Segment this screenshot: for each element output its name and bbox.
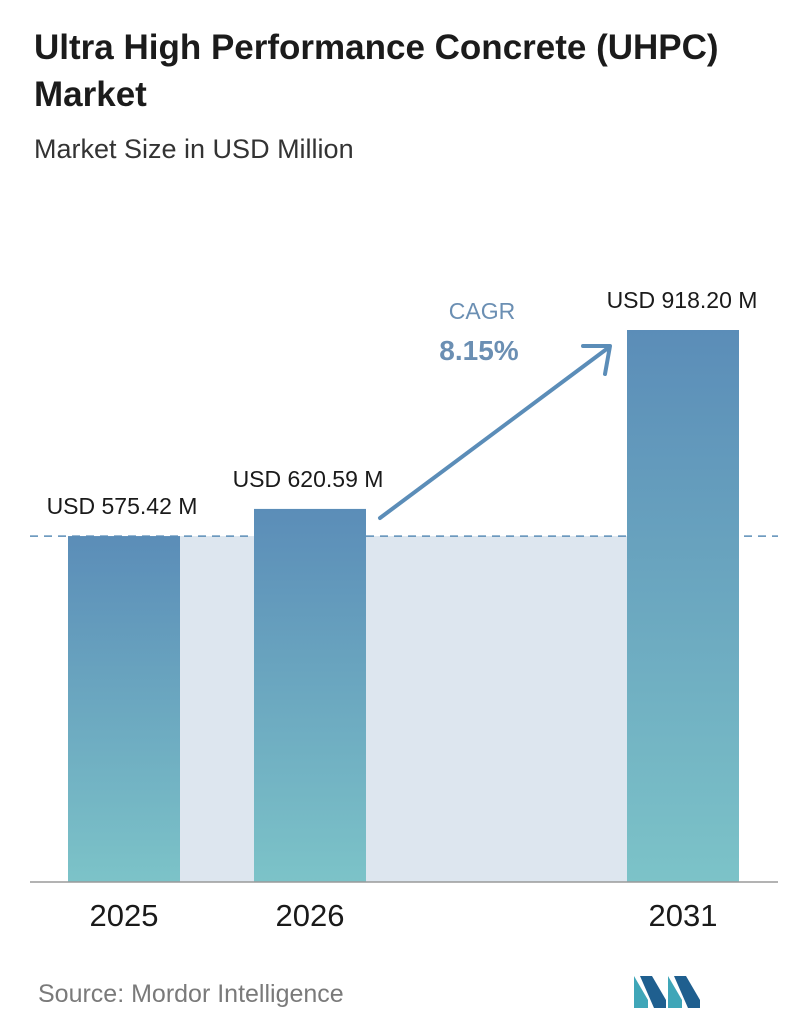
bar-2031 — [627, 330, 739, 882]
x-tick-label-2026: 2026 — [276, 898, 345, 933]
value-label-2025: USD 575.42 M — [47, 493, 198, 519]
x-tick-label-2031: 2031 — [649, 898, 718, 933]
cagr-label: CAGR — [449, 298, 515, 324]
chart-subtitle: Market Size in USD Million — [34, 134, 354, 164]
cagr-value: 8.15% — [439, 335, 518, 366]
cagr-arrow-line — [378, 346, 610, 520]
bar-2025 — [68, 536, 180, 882]
value-label-2026: USD 620.59 M — [233, 466, 384, 492]
bar-2026 — [254, 508, 366, 882]
value-label-2031: USD 918.20 M — [607, 287, 758, 313]
x-tick-label-2025: 2025 — [90, 898, 159, 933]
chart-title: Ultra High Performance Concrete (UHPC) M… — [34, 28, 719, 114]
mordor-intelligence-logo-icon — [634, 976, 700, 1008]
source-label: Source: Mordor Intelligence — [38, 980, 344, 1008]
cagr-arrow-head — [581, 344, 612, 376]
